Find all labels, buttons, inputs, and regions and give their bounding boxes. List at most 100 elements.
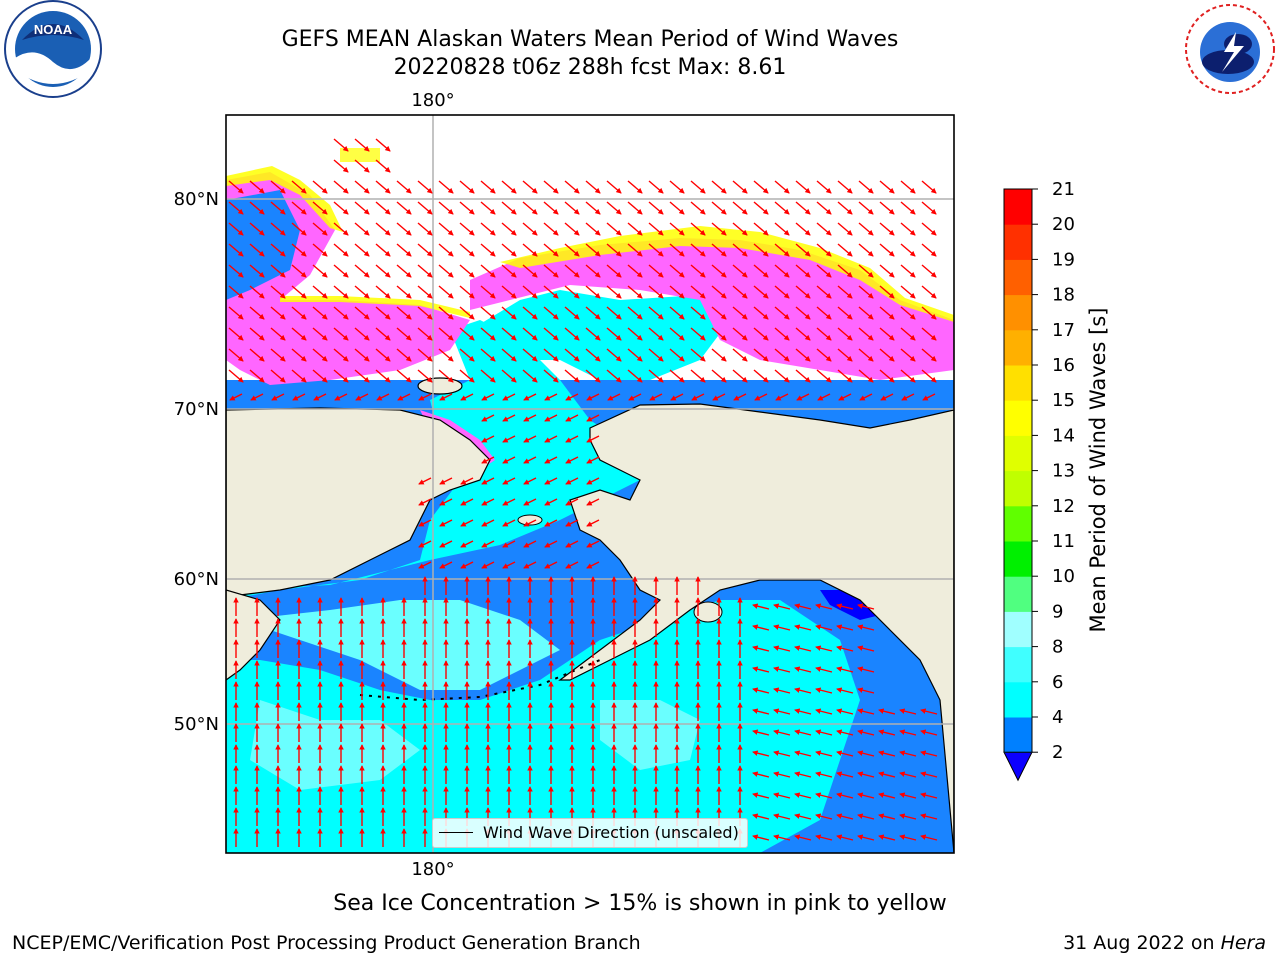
colorbar — [1003, 188, 1033, 782]
wind-wave-arrow — [815, 666, 833, 673]
wind-wave-arrow — [900, 369, 916, 383]
wind-wave-arrow — [857, 834, 875, 841]
wind-wave-arrow — [501, 327, 517, 341]
wind-wave-arrow — [586, 393, 600, 401]
wind-wave-arrow — [817, 393, 831, 401]
wind-wave-arrow — [291, 306, 307, 320]
wind-wave-arrow — [773, 624, 791, 631]
wind-wave-arrow — [753, 327, 769, 341]
wind-wave-arrow — [270, 222, 286, 236]
wind-wave-arrow — [753, 243, 769, 257]
wind-wave-arrow — [859, 393, 873, 401]
wind-wave-arrow — [291, 201, 307, 215]
wind-wave-arrow — [396, 348, 412, 362]
wind-wave-arrow — [774, 243, 790, 257]
wind-wave-arrow — [333, 285, 349, 299]
wind-wave-arrow — [836, 666, 854, 673]
wind-wave-arrow — [270, 348, 286, 362]
wind-wave-arrow — [522, 180, 538, 194]
wind-wave-arrow — [816, 222, 832, 236]
wind-wave-arrow — [312, 348, 328, 362]
wind-wave-arrow — [312, 306, 328, 320]
wind-wave-arrow — [879, 306, 895, 320]
wind-wave-arrow — [901, 393, 915, 401]
colorbar-tick-label: 4 — [1052, 707, 1063, 728]
wind-wave-arrow — [564, 306, 580, 320]
wind-wave-arrow — [375, 138, 391, 152]
land-alaska — [558, 403, 954, 853]
wind-wave-arrow — [481, 561, 495, 569]
wind-wave-arrow — [438, 264, 454, 278]
wind-wave-arrow — [648, 243, 664, 257]
wind-wave-arrow — [481, 414, 495, 422]
wind-wave-arrow — [249, 327, 265, 341]
wind-wave-arrow — [627, 201, 643, 215]
wind-wave-arrow — [920, 750, 938, 757]
wind-wave-arrow — [417, 180, 433, 194]
wind-wave-arrow — [900, 222, 916, 236]
wind-wave-arrow — [564, 369, 580, 383]
wind-wave-arrow — [606, 327, 622, 341]
wind-wave-arrow — [417, 285, 433, 299]
wind-wave-arrow — [543, 369, 559, 383]
kodiak-island — [693, 601, 723, 623]
wind-wave-arrow — [837, 285, 853, 299]
wind-wave-arrow — [899, 813, 917, 820]
wind-wave-arrow — [711, 180, 727, 194]
wind-wave-arrow — [313, 393, 327, 401]
wind-wave-arrow — [439, 477, 453, 485]
wind-wave-arrow — [481, 393, 495, 401]
wind-wave-arrow — [794, 771, 812, 778]
wind-wave-arrow — [753, 285, 769, 299]
wind-wave-arrow — [228, 264, 244, 278]
wind-wave-arrow — [752, 771, 770, 778]
wind-wave-arrow — [523, 414, 537, 422]
wind-wave-arrow — [354, 348, 370, 362]
wind-wave-arrow — [794, 666, 812, 673]
wind-wave-arrow — [753, 348, 769, 362]
wind-wave-arrow — [753, 306, 769, 320]
wind-wave-arrow — [816, 369, 832, 383]
wind-wave-arrow — [501, 348, 517, 362]
wind-wave-arrow — [459, 327, 475, 341]
wind-wave-arrow — [732, 201, 748, 215]
wind-wave-arrow — [816, 327, 832, 341]
wind-wave-arrow — [585, 201, 601, 215]
wind-wave-arrow — [396, 306, 412, 320]
wind-wave-arrow — [752, 792, 770, 799]
wind-wave-arrow — [857, 603, 875, 610]
wind-wave-arrow — [417, 369, 433, 383]
wind-wave-arrow — [857, 771, 875, 778]
wind-wave-arrow — [522, 306, 538, 320]
wind-wave-arrow — [585, 180, 601, 194]
wind-wave-arrow — [669, 180, 685, 194]
wind-wave-arrow — [375, 264, 391, 278]
wind-wave-arrow — [354, 306, 370, 320]
wind-wave-arrow — [522, 327, 538, 341]
wind-wave-arrow — [795, 222, 811, 236]
wind-wave-arrow — [459, 369, 475, 383]
wind-wave-arrow — [249, 222, 265, 236]
wind-wave-arrow — [501, 243, 517, 257]
wind-wave-arrow — [879, 264, 895, 278]
lat-label-70n: 70°N — [174, 399, 219, 420]
wind-wave-arrow — [648, 306, 664, 320]
wind-wave-arrow — [920, 834, 938, 841]
wind-wave-arrow — [899, 750, 917, 757]
wind-wave-arrow — [857, 750, 875, 757]
wind-wave-arrow — [836, 834, 854, 841]
wind-wave-arrow — [312, 180, 328, 194]
wind-wave-arrow — [354, 285, 370, 299]
wind-wave-arrow — [879, 327, 895, 341]
wind-wave-arrow — [438, 348, 454, 362]
wind-wave-arrow — [543, 348, 559, 362]
wind-wave-arrow — [880, 393, 894, 401]
wind-wave-arrow — [836, 687, 854, 694]
wind-wave-arrow — [439, 498, 453, 506]
wind-wave-arrow — [543, 285, 559, 299]
wind-wave-arrow — [920, 771, 938, 778]
wind-wave-arrow — [857, 666, 875, 673]
wind-wave-arrow — [606, 348, 622, 362]
wind-wave-arrow — [753, 222, 769, 236]
sea-ice-north-east — [470, 238, 954, 380]
